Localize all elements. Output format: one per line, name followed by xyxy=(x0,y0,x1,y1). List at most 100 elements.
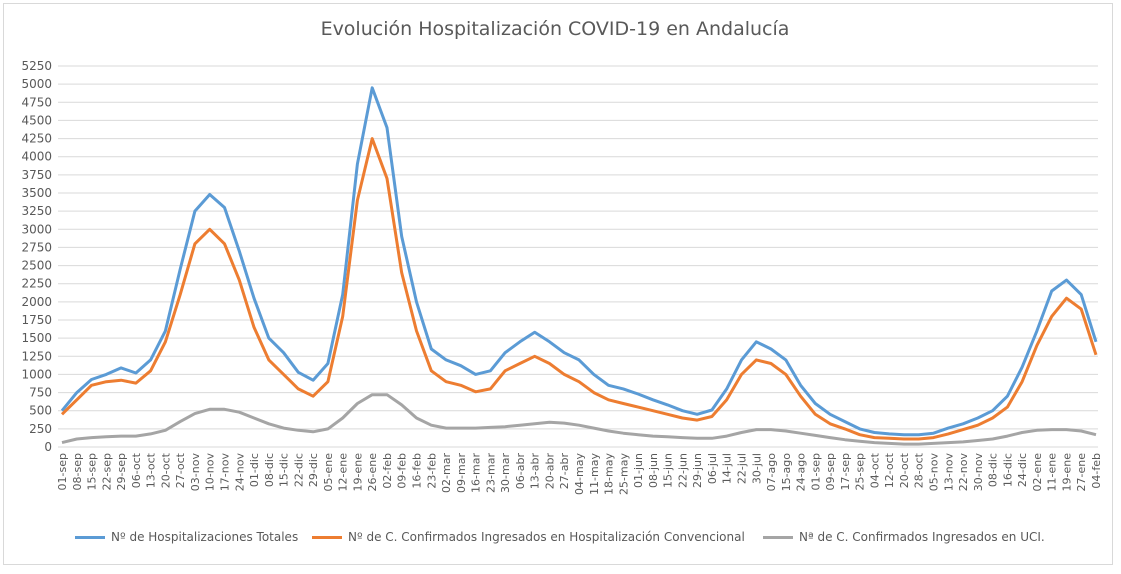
x-tick-label: 14-jul xyxy=(721,453,734,484)
x-tick-label: 19-ene xyxy=(351,453,364,492)
series-line-2 xyxy=(61,393,1097,446)
x-tick-label: 29-dic xyxy=(307,453,320,487)
x-tick-label: 20-oct xyxy=(898,452,911,488)
x-tick-label: 09-mar xyxy=(455,453,468,493)
x-tick-label: 29-sep xyxy=(115,453,128,490)
x-tick-label: 22-jun xyxy=(676,453,689,488)
legend-label-uci: Nª de C. Confirmados Ingresados en UCI. xyxy=(799,530,1045,544)
x-tick-label: 04-feb xyxy=(1090,453,1103,489)
x-tick-label: 01-jun xyxy=(632,453,645,488)
y-tick-label: 4000 xyxy=(21,150,52,164)
x-tick-label: 05-ene xyxy=(322,453,335,492)
x-tick-label: 30-nov xyxy=(972,453,985,492)
x-tick-label: 01-dic xyxy=(248,453,261,487)
x-tick-label: 08-dic xyxy=(263,453,276,487)
x-tick-label: 25-sep xyxy=(854,453,867,490)
x-tick-label: 26-ene xyxy=(366,453,379,492)
x-tick-label: 01-sep xyxy=(809,453,822,490)
y-tick-label: 3250 xyxy=(21,204,52,218)
x-tick-label: 18-may xyxy=(603,453,616,495)
x-tick-label: 12-ene xyxy=(337,453,350,492)
series-line-1 xyxy=(60,137,1098,441)
y-tick-label: 5000 xyxy=(21,77,52,91)
x-tick-label: 12-oct xyxy=(883,452,896,488)
y-tick-label: 3000 xyxy=(21,222,52,236)
legend-item-uci: Nª de C. Confirmados Ingresados en UCI. xyxy=(763,525,1045,549)
y-tick-label: 250 xyxy=(29,422,52,436)
y-tick-label: 2000 xyxy=(21,295,52,309)
legend-item-totales: Nº de Hospitalizaciones Totales xyxy=(75,525,298,549)
x-tick-label: 11-ene xyxy=(1046,453,1059,492)
legend-swatch-uci xyxy=(763,535,793,539)
x-tick-label: 23-feb xyxy=(425,453,438,489)
y-tick-label: 1250 xyxy=(21,349,52,363)
x-tick-label: 11-may xyxy=(588,453,601,495)
legend: Nº de Hospitalizaciones Totales Nº de C.… xyxy=(0,525,1121,549)
x-tick-label: 16-dic xyxy=(1001,453,1014,487)
y-tick-label: 2250 xyxy=(21,277,52,291)
x-tick-label: 22-dic xyxy=(292,453,305,487)
y-tick-label: 1750 xyxy=(21,313,52,327)
x-tick-label: 27-ene xyxy=(1075,453,1088,492)
x-tick-label: 27-oct xyxy=(174,452,187,488)
y-tick-label: 5250 xyxy=(21,59,52,73)
y-axis-ticks: 0 250 500 750 1000 1250 1500 1750 2000 2250 2500 27… xyxy=(21,59,52,454)
x-tick-label: 07-ago xyxy=(765,453,778,492)
x-tick-label: 06-oct xyxy=(130,452,143,488)
y-tick-label: 3500 xyxy=(21,186,52,200)
legend-swatch-convencional xyxy=(312,535,342,539)
x-tick-label: 22-jul xyxy=(735,453,748,484)
legend-item-convencional: Nº de C. Confirmados Ingresados en Hospi… xyxy=(312,525,745,549)
x-tick-label: 30-mar xyxy=(499,453,512,493)
series-line-0 xyxy=(60,86,1098,437)
x-tick-label: 15-dic xyxy=(278,453,291,487)
x-tick-label: 04-oct xyxy=(868,452,881,488)
series-lines xyxy=(60,86,1098,446)
x-tick-label: 20-oct xyxy=(159,452,172,488)
x-tick-label: 08-sep xyxy=(71,453,84,490)
x-tick-label: 16-feb xyxy=(411,453,424,489)
x-tick-label: 09-sep xyxy=(824,453,837,490)
chart-title: Evolución Hospitalización COVID-19 en An… xyxy=(320,18,790,40)
y-tick-label: 2500 xyxy=(21,259,52,273)
x-tick-label: 27-abr xyxy=(558,453,571,490)
x-tick-label: 13-nov xyxy=(942,453,955,492)
x-tick-label: 13-abr xyxy=(529,453,542,490)
x-tick-label: 28-oct xyxy=(913,452,926,488)
y-tick-label: 0 xyxy=(44,440,52,454)
x-tick-label: 24-nov xyxy=(233,453,246,492)
y-tick-label: 750 xyxy=(29,386,52,400)
x-tick-label: 20-abr xyxy=(543,453,556,490)
x-tick-label: 02-feb xyxy=(381,453,394,489)
x-tick-label: 04-may xyxy=(573,453,586,495)
legend-label-totales: Nº de Hospitalizaciones Totales xyxy=(111,530,299,544)
x-tick-label: 17-sep xyxy=(839,453,852,490)
x-tick-label: 13-oct xyxy=(145,452,158,488)
legend-label-convencional: Nº de C. Confirmados Ingresados en Hospi… xyxy=(348,530,745,544)
x-tick-label: 08-jun xyxy=(647,453,660,488)
y-tick-label: 4250 xyxy=(21,132,52,146)
x-tick-label: 29-jun xyxy=(691,453,704,488)
x-tick-label: 15-sep xyxy=(86,453,99,490)
x-tick-label: 30-jul xyxy=(750,453,763,484)
y-tick-label: 1500 xyxy=(21,331,52,345)
x-tick-label: 05-nov xyxy=(928,453,941,492)
x-tick-label: 06-abr xyxy=(514,453,527,490)
x-tick-label: 24-ago xyxy=(795,453,808,492)
y-tick-label: 1000 xyxy=(21,367,52,381)
x-tick-label: 02-mar xyxy=(440,453,453,493)
x-tick-label: 03-nov xyxy=(189,453,202,492)
x-tick-label: 10-nov xyxy=(204,453,217,492)
x-tick-label: 15-ago xyxy=(780,453,793,492)
y-tick-label: 3750 xyxy=(21,168,52,182)
x-tick-label: 23-mar xyxy=(484,453,497,493)
x-tick-label: 08-dic xyxy=(987,453,1000,487)
x-tick-label: 17-nov xyxy=(218,453,231,492)
x-tick-label: 24-dic xyxy=(1016,453,1029,487)
x-tick-label: 01-sep xyxy=(56,453,69,490)
x-tick-label: 22-nov xyxy=(957,453,970,492)
x-tick-label: 02-ene xyxy=(1031,453,1044,492)
x-tick-label: 15-jun xyxy=(662,453,675,488)
gridlines xyxy=(58,65,1098,448)
